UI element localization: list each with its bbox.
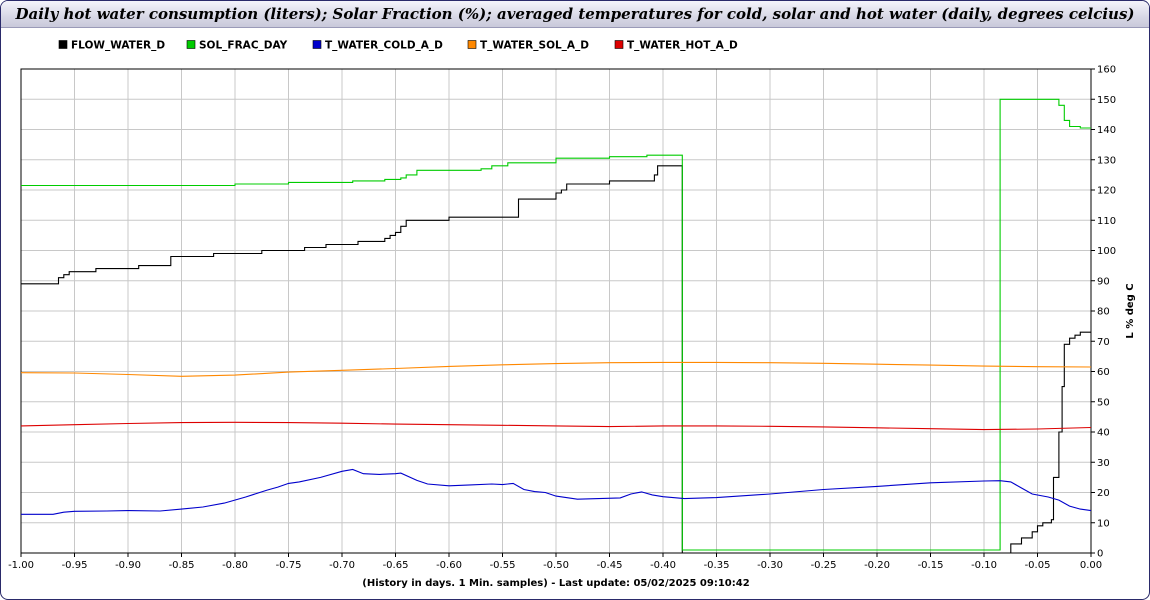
x-tick-label: -0.25	[811, 560, 837, 571]
y-axis-title: L % deg C	[1125, 283, 1136, 338]
series-line-sol-frac-day	[21, 98, 1091, 551]
x-tick-label: -0.45	[597, 560, 623, 571]
series-line-flow-water-d	[21, 165, 1091, 554]
x-axis-title: (History in days. 1 Min. samples) - Last…	[362, 578, 749, 589]
y-tick-label: 10	[1097, 518, 1110, 529]
x-tick-label: -0.85	[169, 560, 195, 571]
chart-title: Daily hot water consumption (liters); So…	[1, 1, 1149, 28]
series-line-t-water-hot-a-d	[20, 421, 1092, 431]
legend-label-sol-frac-day: SOL_FRAC_DAY	[199, 40, 288, 52]
x-tick-label: -0.05	[1025, 560, 1051, 571]
legend-swatch-flow-water-d	[58, 40, 68, 49]
x-tick-label: -0.30	[757, 560, 783, 571]
series-line-t-water-cold-a-d	[21, 468, 1092, 515]
x-tick-label: -0.65	[383, 560, 409, 571]
x-tick-label: -0.40	[650, 560, 676, 571]
legend-label-t-water-cold-a-d: T_WATER_COLD_A_D	[325, 40, 443, 52]
legend-label-flow-water-d: FLOW_WATER_D	[71, 40, 165, 52]
y-tick-label: 70	[1097, 337, 1110, 348]
y-tick-label: 150	[1097, 95, 1116, 106]
y-tick-label: 110	[1097, 216, 1116, 227]
x-tick-label: 0.00	[1080, 560, 1102, 571]
x-tick-label: -0.55	[490, 560, 516, 571]
legend-swatch-t-water-sol-a-d	[467, 40, 477, 49]
x-tick-label: -1.00	[8, 560, 34, 571]
y-tick-label: 140	[1097, 125, 1116, 136]
x-tick-label: -0.50	[543, 560, 569, 571]
y-tick-label: 50	[1097, 397, 1110, 408]
y-tick-label: 40	[1097, 428, 1110, 439]
legend-swatch-t-water-cold-a-d	[312, 40, 322, 49]
legend-swatch-sol-frac-day	[186, 40, 196, 49]
x-tick-label: -0.15	[918, 560, 944, 571]
x-tick-label: -0.70	[329, 560, 355, 571]
x-tick-label: -0.20	[864, 560, 890, 571]
x-tick-label: -0.75	[276, 560, 302, 571]
y-tick-label: 0	[1097, 549, 1103, 560]
y-tick-label: 20	[1097, 488, 1110, 499]
y-tick-label: 60	[1097, 367, 1110, 378]
legend-label-t-water-sol-a-d: T_WATER_SOL_A_D	[480, 40, 589, 52]
x-tick-label: -0.90	[115, 560, 141, 571]
y-tick-label: 80	[1097, 307, 1110, 318]
x-tick-label: -0.80	[222, 560, 248, 571]
y-tick-label: 120	[1097, 186, 1116, 197]
legend-swatch-t-water-hot-a-d	[614, 40, 624, 49]
y-tick-label: 30	[1097, 458, 1110, 469]
y-tick-label: 130	[1097, 155, 1116, 166]
y-tick-label: 160	[1097, 65, 1116, 76]
x-tick-label: -0.35	[704, 560, 730, 571]
y-tick-label: 90	[1097, 276, 1110, 287]
y-tick-label: 100	[1097, 246, 1116, 257]
x-tick-label: -0.10	[971, 560, 997, 571]
legend-label-t-water-hot-a-d: T_WATER_HOT_A_D	[627, 40, 738, 52]
x-tick-label: -0.95	[62, 560, 88, 571]
series-line-t-water-sol-a-d	[20, 361, 1092, 377]
x-tick-label: -0.60	[436, 560, 462, 571]
